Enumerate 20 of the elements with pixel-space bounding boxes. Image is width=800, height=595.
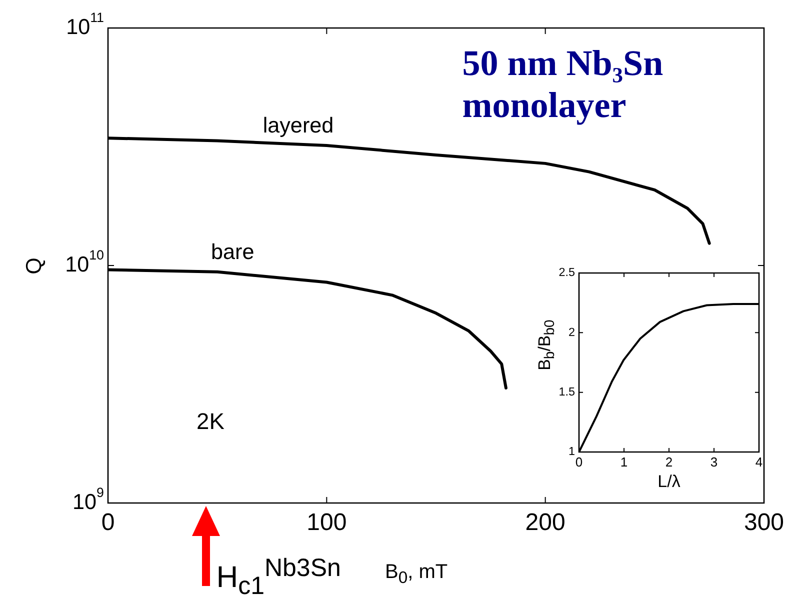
y-tick-label: 2.5 [558,266,576,280]
series-label: layered [262,112,334,138]
y-tick-label: 2 [568,326,576,339]
x-tick-label: 0 [575,454,583,470]
x-tick-label: 1 [620,454,628,470]
y-tick-label: 1.5 [558,386,576,399]
x-tick-label: 4 [755,454,763,470]
x-tick-label: 200 [525,509,566,536]
x-tick-label: 2 [665,454,673,470]
y-axis-title: Q [21,257,47,274]
annotation: 2K [196,408,224,435]
text: 50 nm Nb₃Sn monolayer [462,42,664,126]
series-label: bare [211,239,254,264]
x-axis-title: B$_{0}$, mT [385,561,448,588]
y-tick-label: 1 [568,445,576,458]
x-tick-label: 300 [744,509,784,536]
x-axis-title: L/λ [658,472,680,492]
x-tick-label: 100 [306,509,347,536]
x-tick-label: 3 [710,454,718,470]
x-tick-label: 0 [101,509,115,536]
